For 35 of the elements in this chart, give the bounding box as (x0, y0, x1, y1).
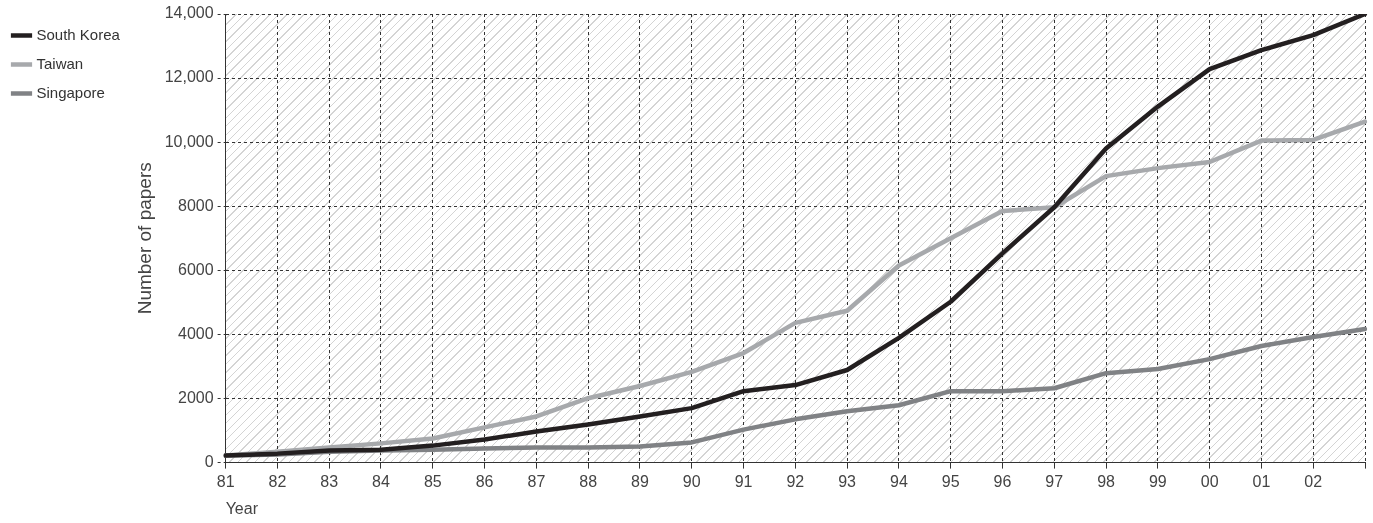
x-tick-label: 02 (1304, 472, 1323, 490)
x-tick-label: 96 (993, 472, 1012, 490)
legend-label: Taiwan (36, 54, 84, 72)
legend-label: South Korea (36, 25, 121, 43)
x-tick-label: 00 (1200, 472, 1219, 490)
x-tick-label: 88 (579, 472, 598, 490)
x-tick-label: 95 (941, 472, 960, 490)
x-tick-label: 99 (1148, 472, 1167, 490)
x-tick-label: 81 (216, 472, 235, 490)
x-tick-label: 93 (838, 472, 857, 490)
y-tick-label: 14,000 (164, 4, 214, 22)
y-tick-label: 10,000 (164, 132, 214, 150)
x-tick-label: 90 (682, 472, 701, 490)
x-axis-title: Year (225, 499, 259, 517)
x-tick-label: 91 (734, 472, 753, 490)
x-tick-label: 85 (423, 472, 442, 490)
y-tick-label: 6000 (178, 260, 214, 278)
x-tick-label: 89 (631, 472, 649, 490)
x-tick-label: 87 (527, 472, 546, 490)
x-tick-label: 84 (372, 472, 390, 490)
y-tick-label: 12,000 (164, 68, 214, 86)
x-tick-label: 94 (890, 472, 908, 490)
y-tick-label: 8000 (178, 196, 214, 214)
y-tick-label: 2000 (178, 388, 214, 406)
legend-label: Singapore (36, 83, 105, 101)
y-axis-title: Number of papers (133, 162, 155, 315)
x-tick-label: 82 (268, 472, 287, 490)
x-tick-label: 92 (786, 472, 805, 490)
x-tick-label: 97 (1045, 472, 1064, 490)
x-tick-label: 98 (1097, 472, 1116, 490)
y-tick-label: 0 (204, 453, 214, 471)
x-tick-label: 01 (1252, 472, 1271, 490)
x-tick-label: 83 (320, 472, 339, 490)
x-tick-label: 86 (475, 472, 494, 490)
y-tick-label: 4000 (178, 324, 214, 342)
